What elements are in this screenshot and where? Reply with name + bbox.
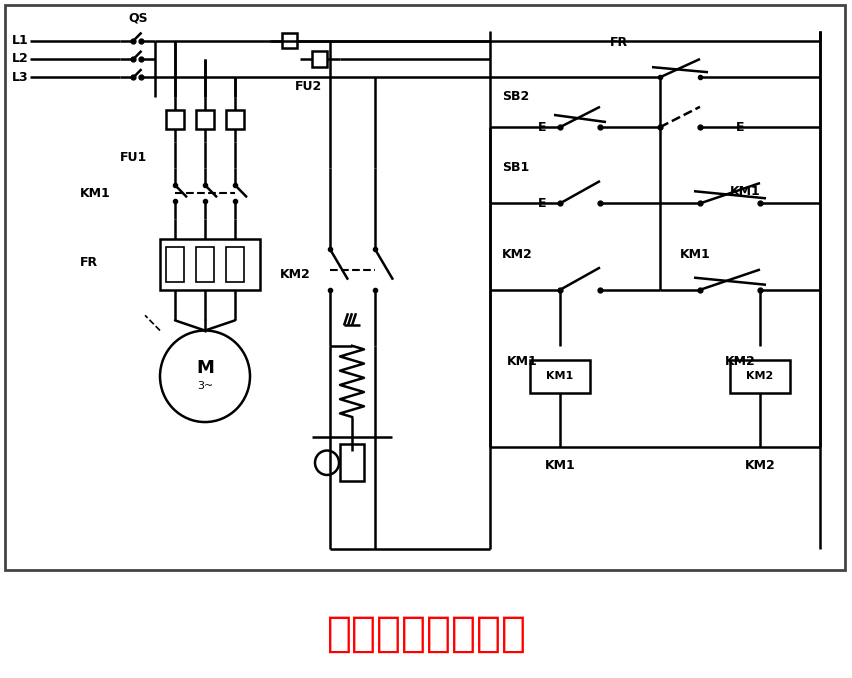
Text: E: E [537,197,545,210]
Bar [160,239,260,290]
Text: KM2: KM2 [724,355,755,367]
Text: KM1: KM1 [546,372,573,381]
Bar [166,111,184,129]
Text: L1: L1 [12,34,29,47]
Bar [166,247,184,282]
Text: E: E [735,121,744,134]
Text: E: E [537,121,545,134]
Text: KM1: KM1 [544,459,575,473]
Bar [196,247,214,282]
Bar [226,247,244,282]
Text: KM2: KM2 [744,459,774,473]
Bar [282,33,297,48]
Bar [196,111,214,129]
Text: KM1: KM1 [80,186,111,200]
Text: 电磁抛闸通电制动: 电磁抛闸通电制动 [326,613,526,655]
Bar [226,111,244,129]
Text: 3~: 3~ [197,382,213,391]
Bar [729,360,789,393]
Text: FR: FR [609,36,627,49]
Text: M: M [196,359,214,377]
Bar [340,445,364,481]
Bar [529,360,590,393]
Text: L3: L3 [12,71,29,84]
Text: KM1: KM1 [506,355,537,367]
Text: L2: L2 [12,52,29,66]
Text: FR: FR [80,256,98,269]
Text: QS: QS [128,12,147,25]
Bar [312,52,327,66]
Text: SB2: SB2 [502,90,528,103]
Text: KM2: KM2 [502,247,532,261]
Text: FU2: FU2 [295,80,322,93]
Text: SB1: SB1 [502,161,528,174]
Text: KM2: KM2 [746,372,773,381]
Text: FU1: FU1 [120,151,147,164]
Text: KM2: KM2 [279,268,310,281]
Text: KM1: KM1 [679,247,710,261]
Text: KM1: KM1 [729,184,760,198]
